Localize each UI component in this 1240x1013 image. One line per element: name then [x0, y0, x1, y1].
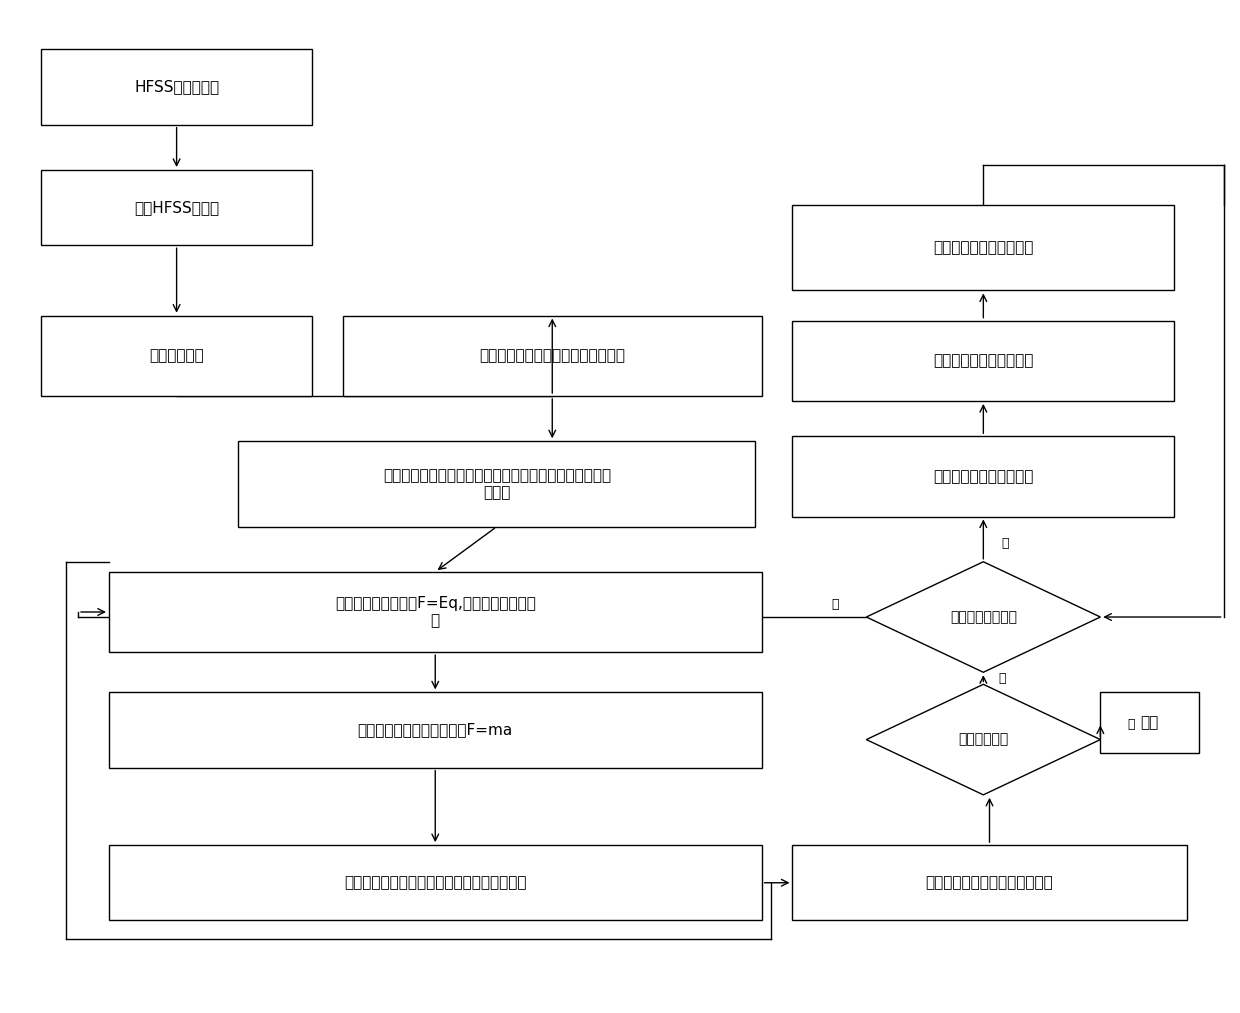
Polygon shape — [867, 685, 1100, 795]
Text: 否: 否 — [998, 672, 1006, 685]
Bar — [792, 845, 1187, 921]
Bar — [109, 571, 761, 652]
Text: HFSS仿真环行器: HFSS仿真环行器 — [134, 80, 219, 94]
Bar — [238, 442, 755, 527]
Bar — [109, 845, 761, 921]
Text: 随机在上底板或下底板上产生一个电子，并判断电子所在
的网格: 随机在上底板或下底板上产生一个电子，并判断电子所在 的网格 — [383, 468, 611, 500]
Text: 提取HFSS中的场: 提取HFSS中的场 — [134, 201, 219, 215]
Text: 输入环行器尺寸，网格大小，时间步: 输入环行器尺寸，网格大小，时间步 — [479, 348, 625, 364]
Text: 受力分析，通过公式F=Eq,进行力的分解与合
成: 受力分析，通过公式F=Eq,进行力的分解与合 成 — [335, 596, 536, 628]
Bar — [343, 316, 761, 396]
Bar — [41, 170, 312, 245]
Text: 判断与哪个界面发生碰撞: 判断与哪个界面发生碰撞 — [934, 469, 1033, 484]
Bar — [109, 692, 761, 768]
Bar — [41, 50, 312, 125]
Text: 是: 是 — [1002, 537, 1009, 550]
Text: 进行电子位置平移后位置的计算: 进行电子位置平移后位置的计算 — [925, 875, 1053, 890]
Polygon shape — [867, 562, 1100, 673]
Text: 计算出电子的加速度，通过F=ma: 计算出电子的加速度，通过F=ma — [357, 722, 513, 737]
Bar — [1100, 692, 1199, 753]
Text: 结束: 结束 — [1141, 715, 1158, 730]
Text: 计算二次电子发射的电量: 计算二次电子发射的电量 — [934, 240, 1033, 255]
Text: 计算二次电子发射的角度: 计算二次电子发射的角度 — [934, 354, 1033, 369]
Text: 对齐场的网格: 对齐场的网格 — [149, 348, 203, 364]
Text: 是: 是 — [1127, 718, 1135, 731]
Bar — [41, 316, 312, 396]
Text: 否: 否 — [832, 599, 839, 612]
Text: 计算出电子运动的距离，并换算成网格的距离: 计算出电子运动的距离，并换算成网格的距离 — [343, 875, 527, 890]
Bar — [792, 205, 1174, 291]
Bar — [792, 437, 1174, 517]
Text: 仿真是否结束: 仿真是否结束 — [959, 732, 1008, 747]
Text: 电子是否到达边界: 电子是否到达边界 — [950, 610, 1017, 624]
Bar — [792, 321, 1174, 401]
